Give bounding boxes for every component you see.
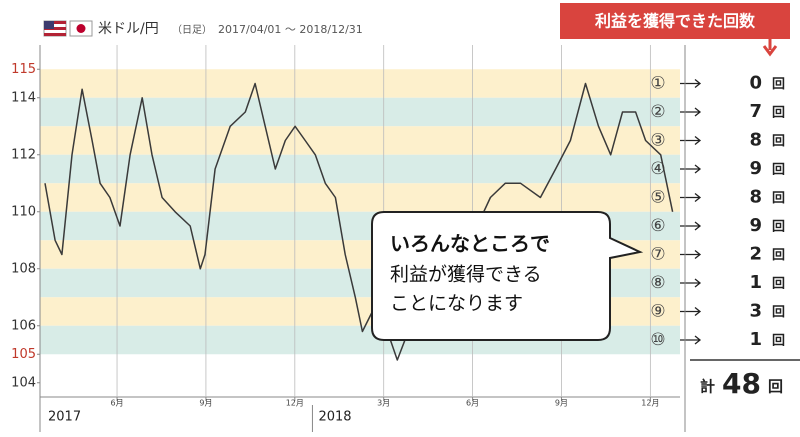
price-band [40, 183, 680, 212]
band-count: 9 [749, 215, 762, 236]
band-label: ③ [650, 131, 665, 151]
band-count: 3 [749, 301, 762, 322]
band-count: 8 [749, 187, 762, 208]
us-flag-stripe [44, 27, 66, 30]
band-label: ⑦ [650, 245, 665, 265]
band-arrow [680, 107, 702, 117]
date-range: 2017/04/01 ～ 2018/12/31 [218, 23, 363, 36]
callout-box [560, 3, 790, 39]
band-arrow [680, 135, 702, 146]
band-count-unit: 回 [772, 248, 785, 263]
band-label: ⑤ [650, 188, 665, 208]
band-count-unit: 回 [772, 277, 785, 292]
band-arrow [680, 192, 702, 203]
band-count-unit: 回 [772, 191, 785, 206]
x-tick-label: 6月 [110, 399, 123, 408]
band-label: ⑧ [650, 273, 665, 293]
y-tick-label: 112 [11, 147, 36, 162]
x-tick-label: 9月 [555, 399, 568, 408]
year-label: 2018 [318, 410, 351, 425]
y-tick-label: 104 [11, 375, 36, 390]
y-tick-label: 115 [11, 62, 36, 77]
band-count-unit: 回 [772, 220, 785, 235]
x-tick-label: 6月 [466, 399, 479, 408]
band-count: 8 [749, 130, 762, 151]
price-line [44, 82, 674, 361]
bubble-line: 利益が獲得できる [390, 264, 542, 286]
callout-title: 利益を獲得できた回数 [595, 12, 756, 31]
band-label: ④ [650, 159, 665, 179]
band-arrow [680, 164, 702, 174]
y-tick-label: 105 [11, 347, 36, 362]
us-flag-stripe [44, 21, 66, 24]
band-arrow [680, 78, 702, 89]
total-unit: 回 [768, 378, 783, 396]
band-count: 0 [749, 73, 762, 94]
band-count-unit: 回 [772, 163, 785, 178]
band-count: 1 [749, 272, 762, 293]
x-tick-label: 12月 [641, 399, 659, 408]
band-arrow [680, 306, 702, 317]
year-label: 2017 [48, 410, 81, 425]
band-label: ⑥ [650, 216, 665, 236]
band-label: ② [650, 102, 665, 122]
jp-flag-sun [76, 24, 86, 33]
speech-bubble [371, 211, 644, 341]
flags [43, 20, 93, 37]
timeframe: （日足） [172, 24, 212, 36]
band-count-unit: 回 [772, 77, 785, 92]
price-band [40, 69, 680, 98]
band-label: ⑨ [650, 302, 665, 322]
bubble-line: ことになります [390, 293, 523, 315]
total-value: 48 [722, 367, 761, 400]
band-count: 1 [749, 329, 762, 350]
band-arrow [680, 335, 702, 345]
y-tick-label: 110 [11, 204, 36, 219]
band-count-unit: 回 [772, 305, 785, 320]
x-tick-label: 3月 [377, 399, 390, 408]
callout-arrow [762, 39, 778, 57]
price-band [40, 97, 680, 127]
y-tick-label: 114 [11, 90, 36, 105]
band-count: 2 [749, 244, 762, 265]
y-tick-label: 106 [11, 318, 36, 333]
total-label: 計 [700, 378, 715, 396]
bubble-line: いろんなところで [390, 232, 550, 256]
band-count-unit: 回 [772, 106, 785, 121]
x-tick-label: 12月 [286, 399, 304, 408]
band-count: 7 [749, 101, 762, 122]
band-count-unit: 回 [772, 134, 785, 149]
us-flag-stripe [44, 33, 66, 36]
band-arrow [680, 221, 702, 231]
pair: 米ドル/円 [98, 21, 159, 37]
y-tick-label: 108 [11, 261, 36, 276]
price-band [40, 154, 680, 184]
band-count: 9 [749, 158, 762, 179]
band-arrow [680, 249, 702, 260]
x-tick-label: 9月 [199, 399, 212, 408]
band-label: ⑩ [650, 330, 665, 350]
us-flag-canton [44, 21, 54, 29]
band-label: ① [650, 74, 665, 94]
band-arrow [680, 278, 702, 288]
band-count-unit: 回 [772, 334, 785, 349]
plot: ① 0 回② 7 回③ 8 回④ 9 回⑤ 8 回⑥ 9 回⑦ 2 回⑧ 1 回⑨ 3 回⑩ 1 回1041051061… [11, 45, 785, 432]
